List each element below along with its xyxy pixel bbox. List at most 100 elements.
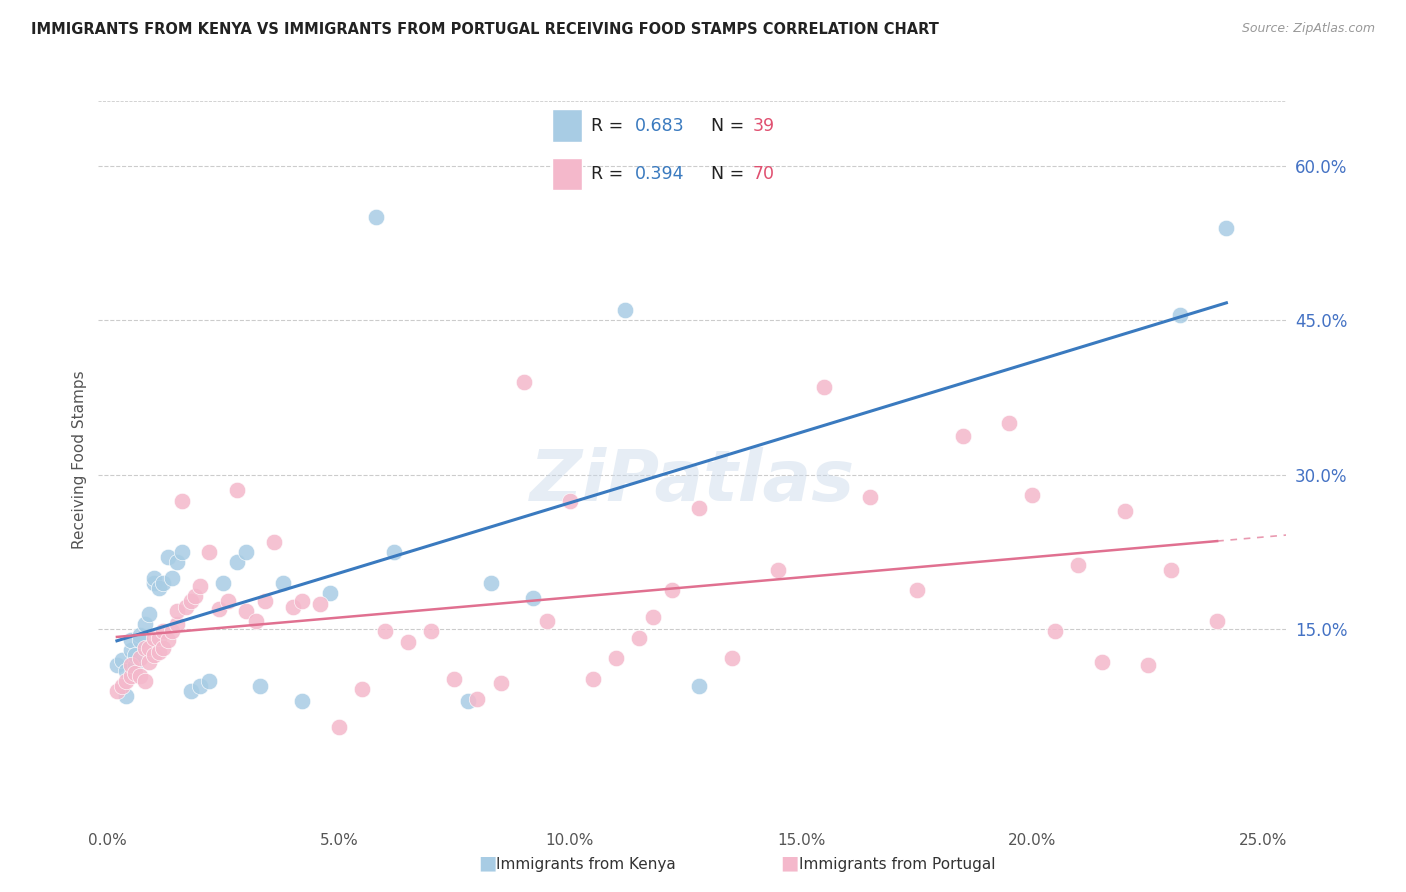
Text: 0.394: 0.394 xyxy=(636,165,685,183)
Point xyxy=(105,658,128,673)
FancyBboxPatch shape xyxy=(553,110,582,142)
Point xyxy=(688,679,710,693)
Point xyxy=(115,690,138,704)
Point xyxy=(253,593,276,607)
Point xyxy=(859,491,882,505)
Point xyxy=(120,632,142,647)
Point xyxy=(328,720,350,734)
Point xyxy=(273,576,295,591)
Point xyxy=(263,534,285,549)
Point xyxy=(162,624,184,639)
Point xyxy=(291,593,314,607)
Point xyxy=(156,550,179,565)
Point xyxy=(138,607,160,621)
Point xyxy=(120,643,142,657)
Point xyxy=(813,380,835,394)
Point xyxy=(952,428,974,442)
Point xyxy=(129,651,152,665)
Point xyxy=(115,664,138,678)
Text: ■: ■ xyxy=(780,854,799,872)
Point xyxy=(124,658,146,673)
Point xyxy=(536,614,558,628)
Point xyxy=(134,617,156,632)
Text: ■: ■ xyxy=(478,854,496,872)
Point xyxy=(184,590,207,604)
Point xyxy=(129,627,152,641)
Point xyxy=(152,640,174,655)
Point xyxy=(142,576,165,591)
Point xyxy=(1215,220,1237,235)
Point xyxy=(129,669,152,683)
Point xyxy=(115,673,138,688)
Point xyxy=(281,599,304,614)
Point xyxy=(396,634,419,648)
Point xyxy=(1168,308,1191,322)
Point xyxy=(245,614,267,628)
Point xyxy=(110,679,132,693)
Point xyxy=(124,648,146,662)
Point xyxy=(152,576,174,591)
Point xyxy=(142,571,165,585)
Text: 39: 39 xyxy=(754,117,775,135)
Point xyxy=(138,640,160,655)
Point xyxy=(134,673,156,688)
Point xyxy=(166,604,188,618)
Point xyxy=(443,672,465,686)
Point xyxy=(489,676,512,690)
Point xyxy=(166,555,188,569)
Point xyxy=(1090,656,1112,670)
Point xyxy=(512,375,534,389)
Point xyxy=(582,672,605,686)
Point xyxy=(142,631,165,645)
Point xyxy=(457,694,479,708)
Point xyxy=(152,624,174,639)
Point xyxy=(522,591,544,606)
Point xyxy=(226,555,249,569)
Point xyxy=(174,599,197,614)
Point xyxy=(162,571,184,585)
Point xyxy=(1114,504,1136,518)
Text: R =: R = xyxy=(591,165,628,183)
Point xyxy=(291,694,314,708)
Point xyxy=(198,545,221,559)
FancyBboxPatch shape xyxy=(553,158,582,190)
Point xyxy=(170,493,193,508)
Text: N =: N = xyxy=(710,165,749,183)
Point xyxy=(905,583,928,598)
Point xyxy=(166,617,188,632)
Point xyxy=(1067,558,1090,573)
Point xyxy=(1021,488,1043,502)
Point xyxy=(148,645,170,659)
Point xyxy=(235,545,257,559)
Text: 70: 70 xyxy=(754,165,775,183)
Point xyxy=(1045,624,1067,639)
Point xyxy=(628,631,651,645)
Point xyxy=(998,417,1021,431)
Point xyxy=(148,631,170,645)
Point xyxy=(558,493,581,508)
Point xyxy=(309,597,332,611)
Point xyxy=(382,545,405,559)
Point xyxy=(661,583,683,598)
Point xyxy=(605,651,627,665)
Point xyxy=(198,673,221,688)
Point xyxy=(129,632,152,647)
Point xyxy=(110,653,132,667)
Point xyxy=(226,483,249,498)
Point xyxy=(235,604,257,618)
Point xyxy=(138,656,160,670)
Point xyxy=(207,601,229,615)
Point xyxy=(364,211,387,225)
Point xyxy=(148,581,170,595)
Point xyxy=(120,658,142,673)
Point xyxy=(350,682,373,697)
Point xyxy=(217,593,239,607)
Text: ZiPatlas: ZiPatlas xyxy=(530,447,855,516)
Point xyxy=(643,610,665,624)
Point xyxy=(212,576,235,591)
Point xyxy=(1206,614,1229,628)
Point xyxy=(142,648,165,662)
Point xyxy=(318,586,340,600)
Point xyxy=(180,593,202,607)
Point xyxy=(170,545,193,559)
